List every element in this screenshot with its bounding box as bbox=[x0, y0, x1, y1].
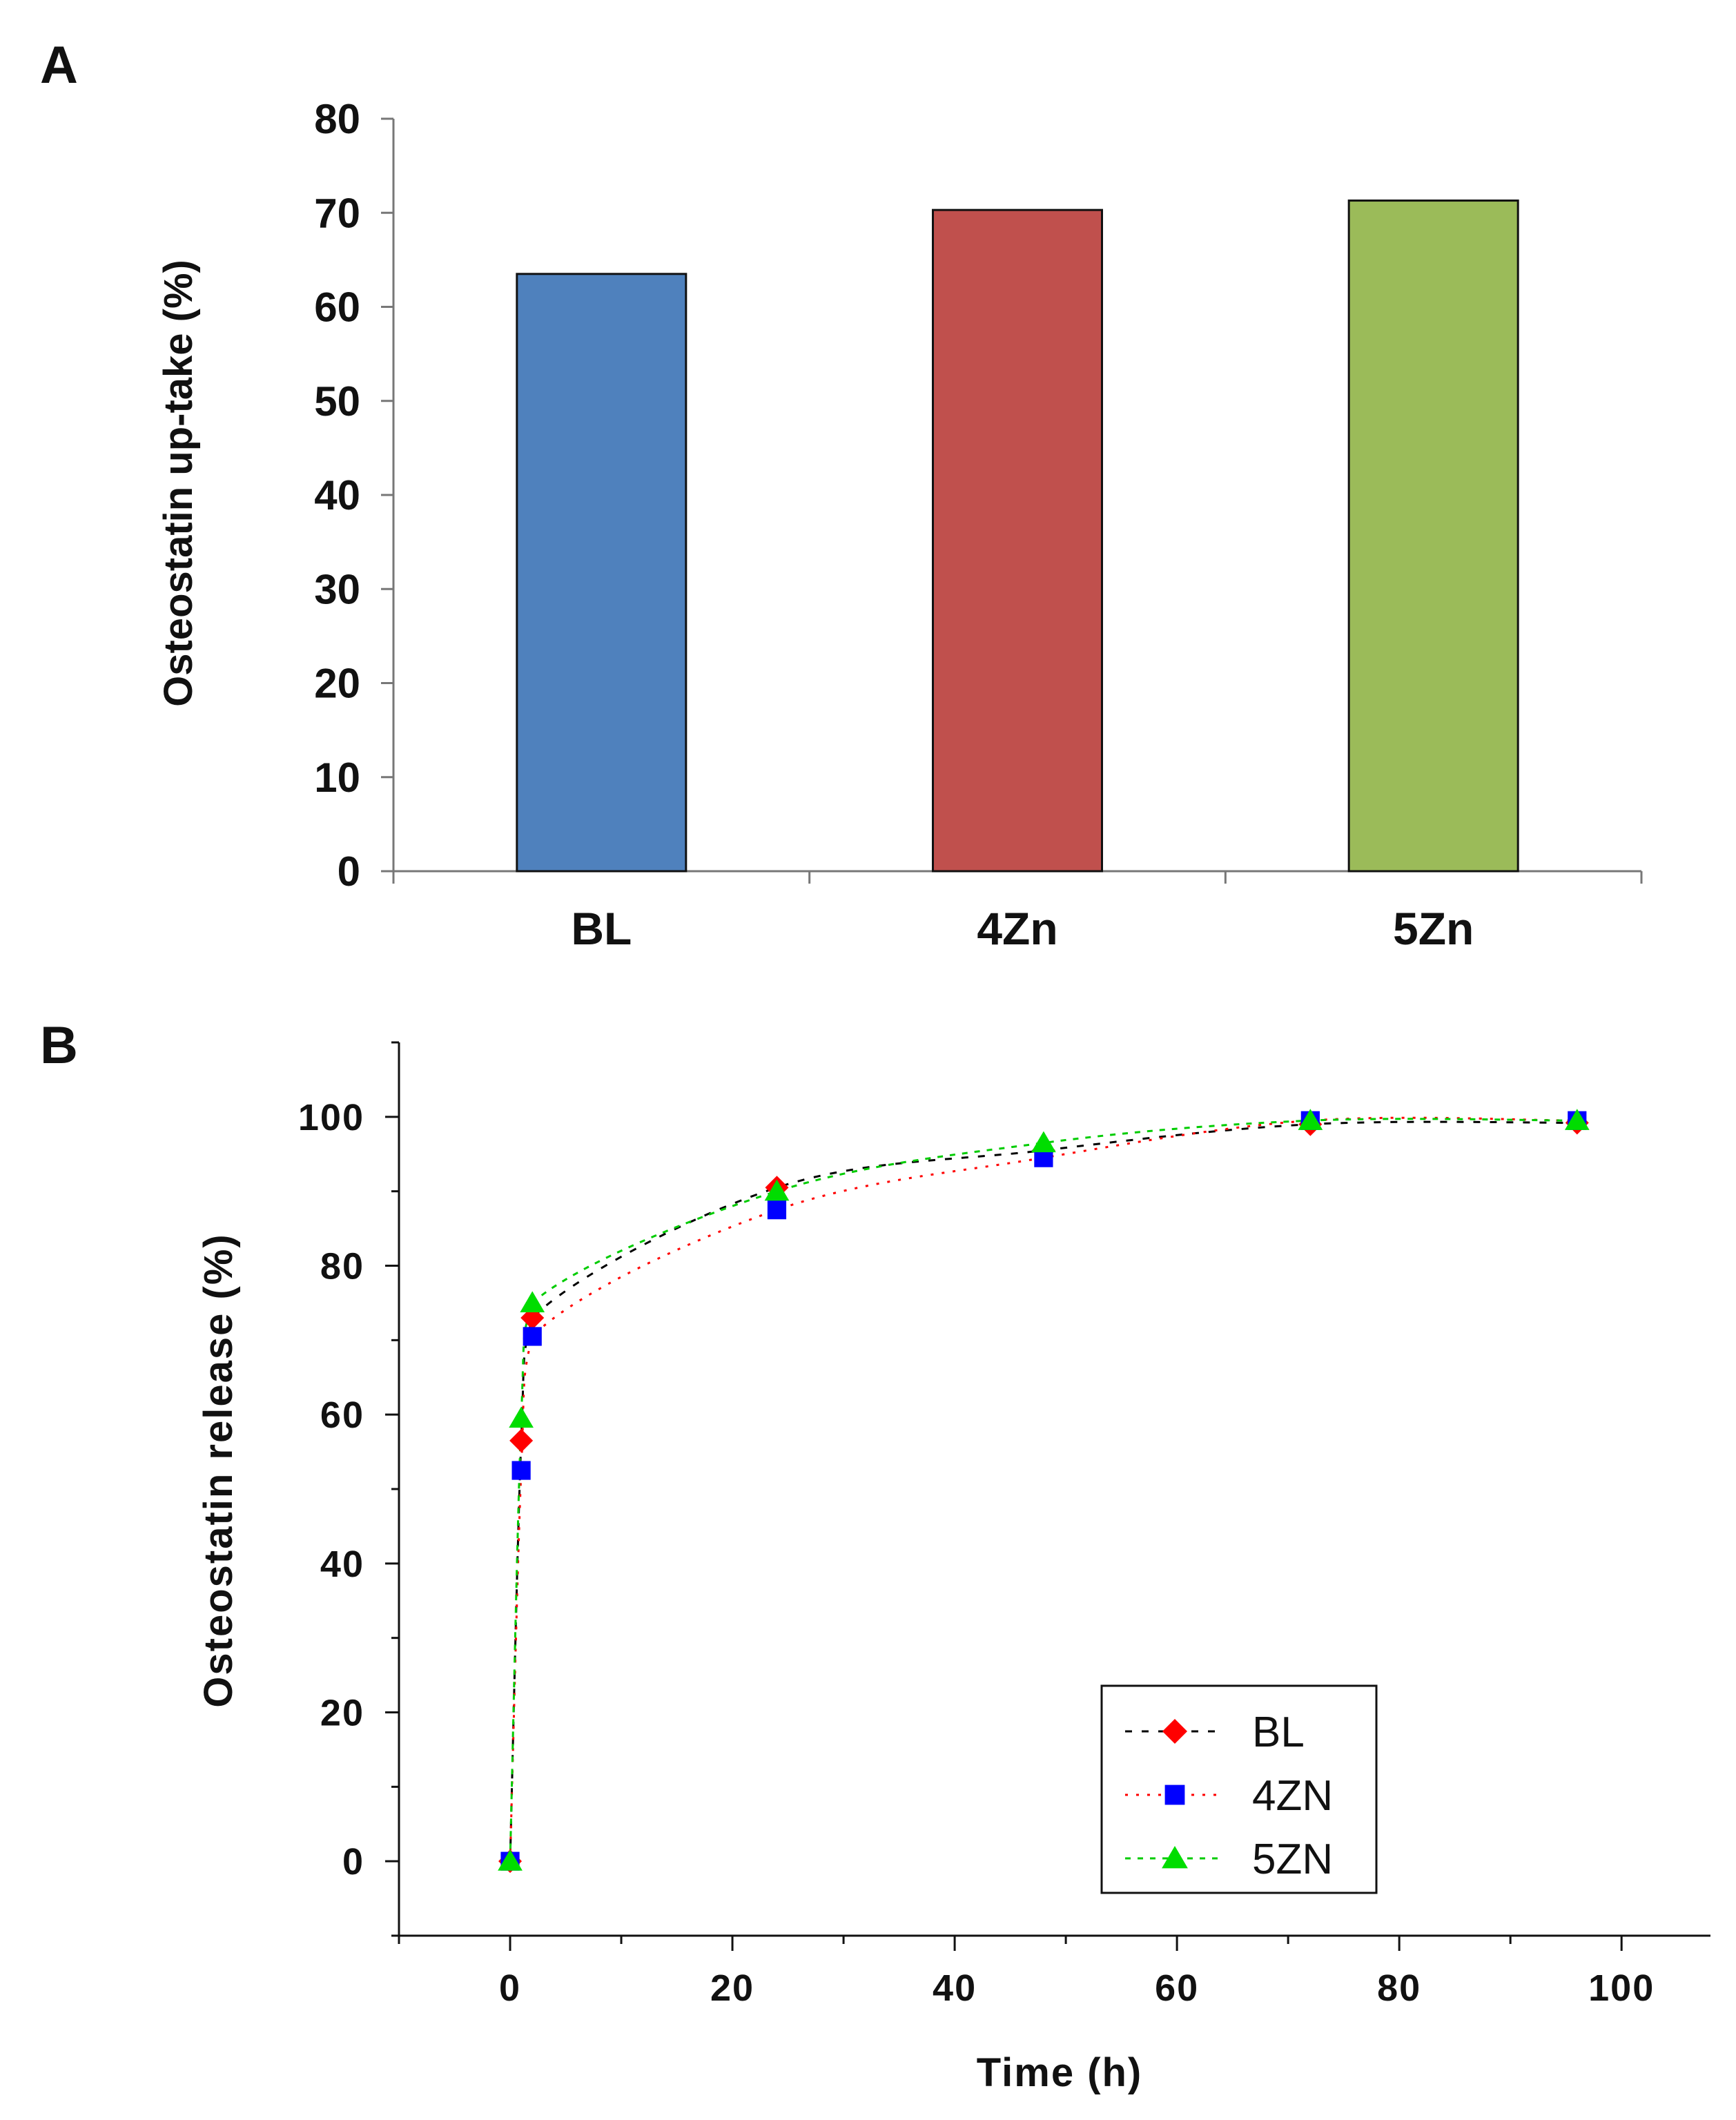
panel-b-legend: BL 4ZN 5ZN bbox=[1100, 1684, 1378, 1894]
panel-a-y-axis-label: Osteostatin up-take (%) bbox=[156, 260, 201, 707]
panel-b-x-tick-label: 100 bbox=[1588, 1967, 1655, 2009]
point-4zn-24h bbox=[767, 1200, 787, 1220]
panel-a-bar-chart: A 0 10 20 30 40 50 60 70 80 BL 4Zn 5Zn Osteostatin… bbox=[40, 36, 1643, 954]
panel-b-x-axis-label: Time (h) bbox=[977, 2050, 1143, 2095]
legend-marker-bl bbox=[1162, 1719, 1187, 1744]
panel-a-category-labels: BL 4Zn 5Zn bbox=[571, 903, 1474, 954]
panel-b-y-tick-label: 0 bbox=[342, 1841, 364, 1883]
panel-b-x-tick-label: 20 bbox=[710, 1967, 754, 2009]
legend-box bbox=[1100, 1684, 1378, 1894]
panel-a-bars bbox=[516, 200, 1519, 873]
panel-a-y-tick-label: 40 bbox=[314, 472, 360, 518]
panel-b-x-tick-label: 80 bbox=[1377, 1967, 1421, 2009]
panel-a-y-tick-label: 30 bbox=[314, 566, 360, 612]
panel-b-y-tick-label: 60 bbox=[320, 1394, 364, 1436]
panel-a-y-tick-label: 70 bbox=[314, 190, 360, 236]
panel-b-y-tick-labels: 0 20 40 60 80 100 bbox=[298, 1097, 364, 1883]
panel-b-x-tick-label: 0 bbox=[499, 1967, 521, 2009]
panel-b-y-tick-label: 20 bbox=[320, 1693, 364, 1734]
panel-b-y-tick-label: 40 bbox=[320, 1544, 364, 1585]
bar-5zn bbox=[1347, 200, 1519, 873]
point-5zn-48h bbox=[1031, 1131, 1056, 1153]
point-5zn-1h bbox=[509, 1406, 534, 1428]
panel-a-y-tick-label: 0 bbox=[338, 848, 360, 895]
legend-label-bl: BL bbox=[1252, 1709, 1305, 1756]
legend-marker-4zn bbox=[1164, 1785, 1185, 1805]
point-5zn-2h bbox=[520, 1291, 545, 1313]
point-bl-1h bbox=[509, 1428, 534, 1452]
panel-b-x-tick-label: 40 bbox=[933, 1967, 977, 2009]
bar-bl bbox=[516, 273, 687, 873]
legend-marker-5zn bbox=[1162, 1846, 1188, 1869]
point-5zn-96h bbox=[1564, 1109, 1590, 1130]
panel-b-label: B bbox=[40, 1016, 78, 1075]
panel-a-label: A bbox=[40, 36, 78, 95]
panel-b-axes bbox=[385, 1041, 1710, 1951]
panel-a-y-tick-label: 60 bbox=[314, 284, 360, 331]
panel-b-y-axis-label: Osteostatin release (%) bbox=[196, 1233, 241, 1707]
legend-label-5zn: 5ZN bbox=[1252, 1836, 1333, 1883]
point-4zn-2h bbox=[523, 1327, 542, 1346]
point-5zn-0h bbox=[498, 1849, 523, 1871]
point-5zn-72h bbox=[1298, 1109, 1323, 1130]
category-label-5zn: 5Zn bbox=[1393, 903, 1474, 954]
category-label-bl: BL bbox=[571, 903, 632, 954]
panel-a-y-tick-label: 10 bbox=[314, 755, 360, 801]
category-label-4zn: 4Zn bbox=[977, 903, 1057, 954]
bar-4zn bbox=[932, 208, 1103, 873]
panel-a-y-tick-label: 80 bbox=[314, 96, 360, 142]
panel-a-y-tick-label: 50 bbox=[314, 378, 360, 425]
panel-b-release-chart: B 0 20 40 60 80 100 0 20 40 60 80 100 Osteostatin … bbox=[40, 1016, 1710, 2095]
point-5zn-24h bbox=[764, 1179, 790, 1201]
panel-b-y-tick-label: 100 bbox=[298, 1097, 364, 1138]
panel-b-y-tick-label: 80 bbox=[320, 1246, 364, 1287]
panel-a-y-tick-label: 20 bbox=[314, 661, 360, 707]
panel-b-x-tick-labels: 0 20 40 60 80 100 bbox=[499, 1967, 1655, 2009]
panel-b-x-tick-label: 60 bbox=[1155, 1967, 1199, 2009]
point-4zn-1h bbox=[511, 1461, 531, 1480]
legend-label-4zn: 4ZN bbox=[1252, 1772, 1333, 1820]
panel-b-series-markers bbox=[498, 1109, 1590, 1874]
panel-a-y-tick-labels: 0 10 20 30 40 50 60 70 80 bbox=[314, 96, 360, 895]
